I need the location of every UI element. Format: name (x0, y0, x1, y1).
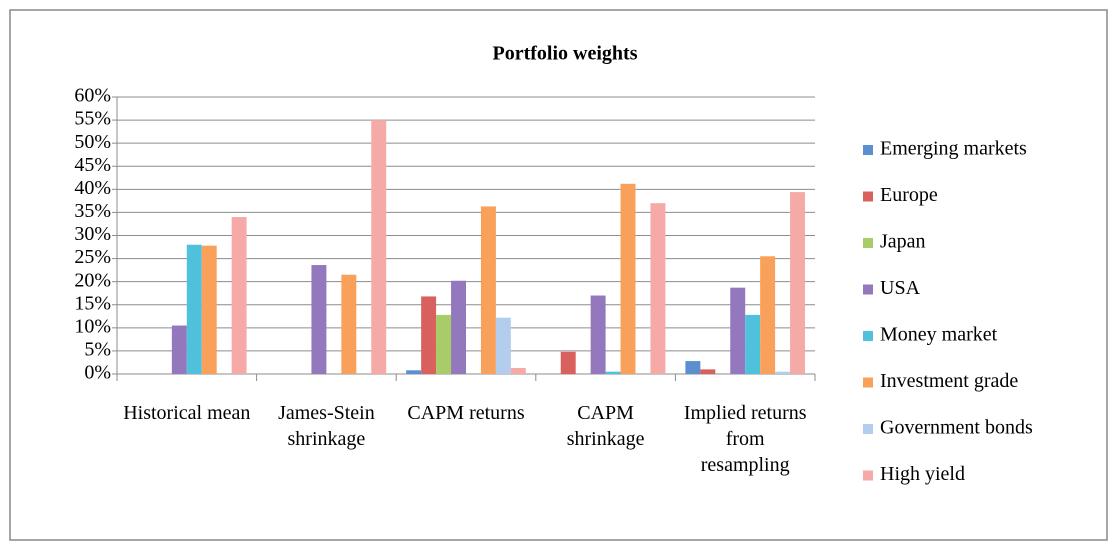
y-tick-label: 15% (74, 292, 111, 314)
bar (620, 183, 636, 374)
legend-swatch (863, 470, 873, 481)
bar (371, 120, 387, 374)
bar (745, 314, 761, 374)
bar (605, 371, 621, 374)
legend-label: Investment grade (880, 370, 1018, 392)
chart-title: Portfolio weights (493, 43, 638, 65)
y-tick-label: 0% (84, 362, 111, 384)
legend-label: Europe (880, 184, 938, 206)
legend-swatch (863, 238, 873, 248)
legend-label: Government bonds (880, 417, 1033, 439)
x-tick-label: CAPM shrinkage (566, 402, 645, 450)
bar (590, 295, 606, 374)
bar (495, 317, 511, 374)
bar (406, 370, 422, 374)
bar (730, 287, 746, 374)
y-tick-label: 60% (74, 85, 111, 107)
bar (171, 325, 187, 374)
bar (436, 314, 452, 374)
legend-label: USA (880, 277, 921, 299)
y-tick-label: 55% (74, 108, 111, 130)
legend-label: Emerging markets (880, 138, 1027, 160)
y-tick-label: 25% (74, 246, 111, 268)
bar (341, 274, 357, 374)
y-tick-label: 35% (74, 200, 111, 222)
y-tick-label: 10% (74, 315, 111, 337)
legend-swatch (863, 377, 873, 388)
bar (510, 367, 526, 374)
x-tick-label: CAPM returns (407, 402, 525, 424)
bar (700, 369, 716, 374)
bar (775, 371, 791, 374)
chart-border (9, 9, 1108, 541)
bar (311, 265, 327, 374)
bar (480, 206, 496, 374)
bar (231, 217, 247, 374)
bar (201, 245, 217, 374)
legend-label: Japan (880, 231, 926, 253)
x-tick-label: James-Stein shrinkage (278, 402, 375, 450)
y-tick-label: 5% (84, 339, 111, 361)
y-tick-label: 40% (74, 177, 111, 199)
bar (685, 361, 701, 374)
y-tick-label: 45% (74, 154, 111, 176)
bar (650, 203, 666, 374)
x-tick-label: Historical mean (123, 402, 251, 424)
bar (451, 280, 466, 374)
legend-swatch (863, 145, 873, 155)
y-tick-label: 20% (74, 269, 111, 291)
y-tick-label: 30% (74, 223, 111, 245)
bar (760, 256, 776, 374)
legend-swatch (863, 284, 873, 295)
legend-label: High yield (880, 463, 965, 485)
legend-swatch (863, 191, 873, 202)
legend-label: Money market (880, 324, 998, 346)
bar (560, 351, 576, 374)
legend-swatch (863, 331, 873, 341)
x-tick-label: Implied returns from resampling (683, 402, 807, 476)
bar (186, 244, 202, 374)
y-tick-label: 50% (74, 131, 111, 153)
bar (421, 296, 437, 374)
legend-swatch (863, 424, 873, 434)
bar (790, 192, 805, 374)
